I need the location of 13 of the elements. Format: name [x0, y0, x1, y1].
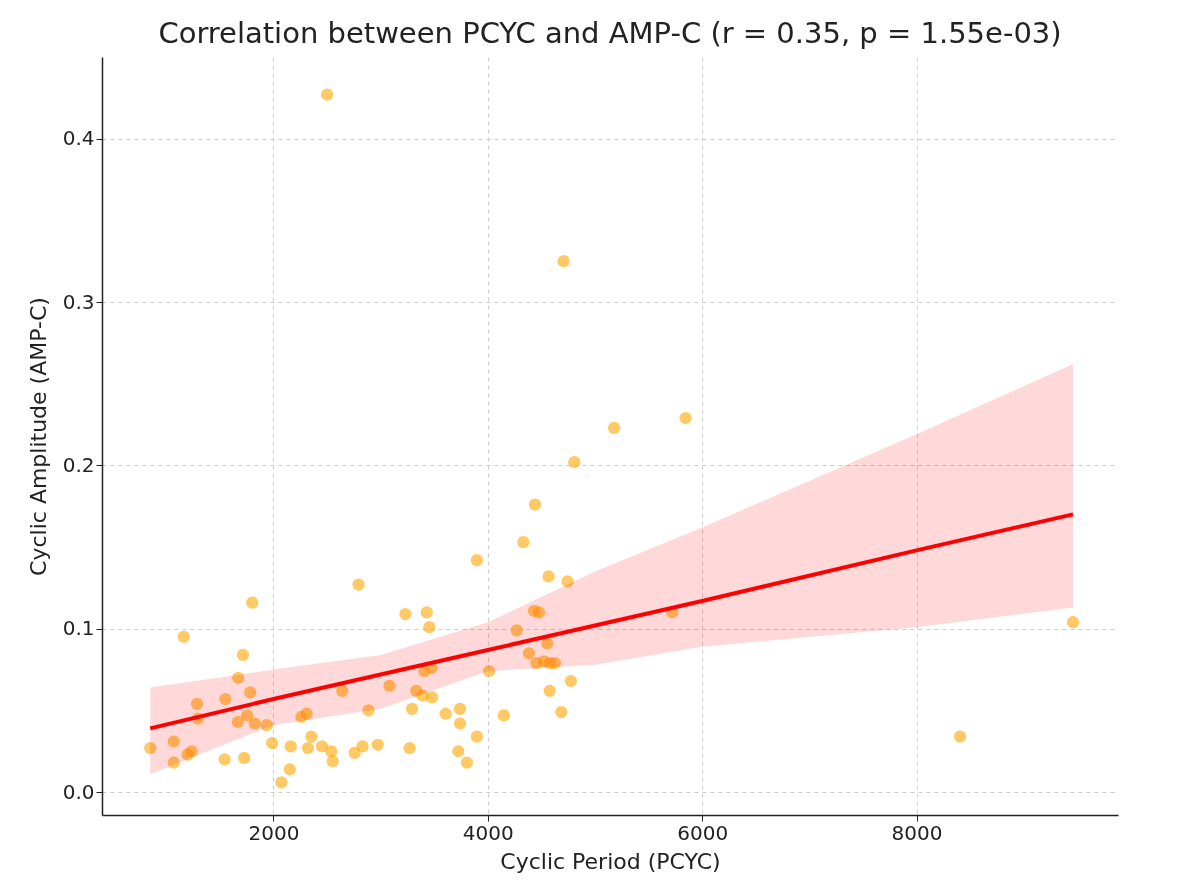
- chart-title: Correlation between PCYC and AMP-C (r = 0.35, p = 1.55e-03): [158, 16, 1062, 50]
- x-tick-label: 4000: [462, 820, 514, 845]
- line-series: [148, 512, 1075, 731]
- y-tick-label: 0.1: [62, 616, 95, 641]
- x-tick-label: 8000: [891, 820, 943, 845]
- y-tick-label: 0.3: [62, 289, 95, 314]
- y-axis-title: Cyclic Amplitude (AMP-C): [25, 297, 51, 576]
- x-axis-title: Cyclic Period (PCYC): [500, 848, 721, 874]
- y-tick-label: 0.4: [62, 126, 95, 151]
- x-tick-label: 2000: [248, 820, 300, 845]
- y-tick-label: 0.2: [62, 452, 95, 477]
- y-tick-label: 0.0: [62, 779, 95, 804]
- x-tick-label: 6000: [677, 820, 729, 845]
